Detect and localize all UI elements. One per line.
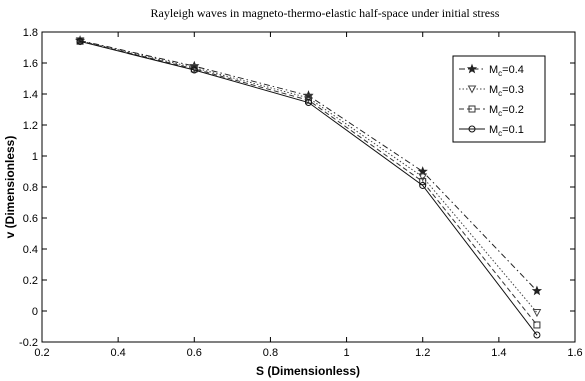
y-tick-label: 1.8 [23,27,38,39]
data-point-circle [76,37,84,45]
y-tick-label: 1.4 [23,89,38,101]
series-group [74,35,543,339]
data-point-circle [419,181,427,189]
series-03 [75,37,542,318]
tick-group: 0.2 0.4 0.6 0.8 1 1.2 1.4 1.6 -0.2 0 0.2 0.4 0.6 0.8 1… [19,27,583,359]
legend-entry-label: Mc=0.2 [489,104,524,118]
data-point-legend [468,105,476,113]
chart-title: Rayleigh waves in magneto-thermo-elastic… [151,6,500,20]
y-tick-label: 0 [32,306,38,318]
series-01 [76,37,541,339]
data-point-star [531,285,543,296]
series-line [79,40,538,313]
data-point-triangle-down [532,309,542,318]
y-tick-label: -0.2 [19,337,38,349]
y-tick-label: 1.6 [23,58,38,70]
y-tick-label: 0.4 [23,244,38,256]
legend-entry-label: Mc=0.3 [489,84,524,98]
data-point-legend [467,85,477,94]
y-axis-label: v (Dimensionless) [3,136,17,239]
x-tick-label: 1.2 [415,347,430,359]
data-point-circle [533,331,541,339]
data-point-circle [190,66,198,74]
x-axis-label: S (Dimensionless) [256,364,360,378]
y-tick-label: 1 [32,151,38,163]
y-tick-label: 0.2 [23,275,38,287]
x-tick-label: 1.6 [567,347,582,359]
data-point-circle [305,99,312,107]
legend-box [452,55,546,143]
data-point-legend [468,125,476,133]
legend-entry-label: Mc=0.4 [489,64,524,78]
data-point-square [305,96,312,104]
x-tick-label: 0.8 [263,347,278,359]
data-point-triangle-down [418,173,428,182]
x-tick-label: 1 [344,347,350,359]
legend-entry-label: Mc=0.1 [489,124,524,138]
legend: Mc=0.4 Mc=0.3 Mc=0.2 Mc=0.1 [452,55,546,143]
series-line [79,40,538,336]
series-line [79,40,538,326]
x-tick-label: 0.4 [110,347,125,359]
data-point-square [419,178,427,186]
data-point-legend [466,63,478,74]
x-tick-label: 0.6 [187,347,202,359]
y-tick-label: 0.6 [23,213,38,225]
data-point-star [417,166,428,176]
x-tick-label: 1.4 [491,347,506,359]
data-point-square [533,321,541,329]
x-tick-label: 0.2 [34,347,49,359]
data-point-triangle-down [304,94,313,103]
y-tick-label: 1.2 [23,120,38,132]
y-tick-label: 0.8 [23,182,38,194]
